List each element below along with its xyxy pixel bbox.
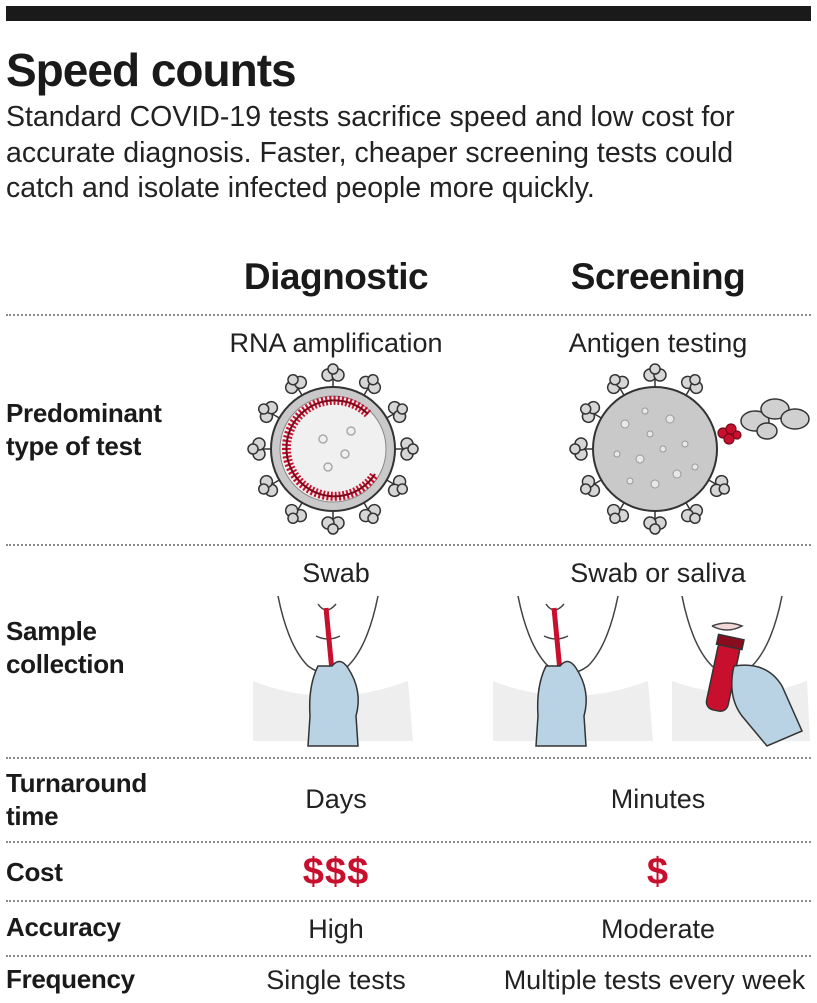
row-divider — [6, 757, 811, 759]
page-subtitle: Standard COVID-19 tests sacrifice speed … — [6, 101, 735, 204]
cell-diagnostic-sample: Swab — [302, 558, 370, 588]
row-label-test-type: Predominant type of test — [6, 398, 162, 461]
nasal-swab-illustration — [253, 595, 413, 747]
cell-screening-frequency: Multiple tests every week — [503, 965, 806, 995]
cell-screening-cost: $ — [646, 851, 670, 893]
row-label-sample: Sample collection — [6, 616, 125, 679]
row-label-cost: Cost — [6, 857, 63, 887]
cell-diagnostic-cost: $$$ — [302, 851, 370, 893]
column-header-screening: Screening — [570, 256, 746, 297]
cell-diagnostic-test-type: RNA amplification — [229, 328, 443, 358]
virus-rna-illustration — [247, 363, 419, 535]
cell-screening-accuracy: Moderate — [600, 914, 716, 944]
row-divider — [6, 841, 811, 843]
row-divider — [6, 544, 811, 546]
cell-screening-sample: Swab or saliva — [570, 558, 746, 588]
row-label-frequency: Frequency — [6, 964, 135, 994]
row-label-turnaround: Turnaround time — [6, 768, 147, 831]
page-title: Speed counts — [6, 44, 297, 96]
cell-diagnostic-accuracy: High — [308, 914, 364, 944]
row-divider — [6, 955, 811, 957]
row-divider — [6, 314, 811, 316]
saliva-tube-illustration — [672, 595, 810, 747]
cell-screening-test-type: Antigen testing — [568, 328, 748, 358]
column-header-diagnostic: Diagnostic — [243, 256, 429, 297]
row-divider — [6, 900, 811, 902]
cell-diagnostic-turnaround: Days — [305, 784, 367, 814]
top-rule — [6, 6, 811, 21]
cell-screening-turnaround: Minutes — [610, 784, 706, 814]
virus-antigen-illustration — [569, 363, 810, 535]
row-label-accuracy: Accuracy — [6, 912, 121, 942]
cell-diagnostic-frequency: Single tests — [266, 965, 406, 995]
nasal-swab-illustration — [493, 595, 653, 747]
